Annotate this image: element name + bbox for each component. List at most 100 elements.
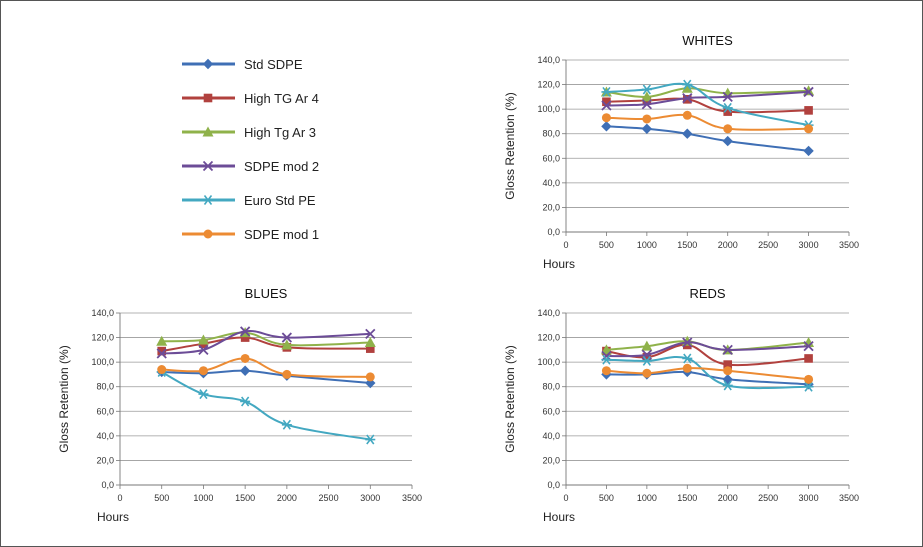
legend-marker: [203, 229, 213, 239]
data-point: [601, 100, 612, 111]
data-point: [600, 344, 612, 355]
legend-item: High Tg Ar 3: [182, 125, 316, 140]
data-point: [804, 354, 813, 363]
data-point: [722, 102, 733, 113]
data-point: [365, 372, 375, 382]
chart-title: REDS: [689, 286, 725, 301]
x-tick-label: 2500: [319, 493, 339, 503]
data-point: [281, 419, 292, 430]
data-point: [601, 366, 611, 376]
series-sdpe-mod-2: [601, 86, 814, 111]
y-tick-label: 120,0: [537, 80, 560, 90]
series-line: [161, 357, 371, 378]
data-point: [239, 365, 251, 376]
data-point: [804, 374, 814, 384]
data-point: [365, 328, 376, 340]
x-tick-label: 1500: [677, 493, 697, 503]
data-point: [602, 97, 611, 107]
series-line: [606, 90, 809, 107]
chart-title: WHITES: [682, 33, 733, 48]
data-point: [641, 123, 653, 134]
x-tick-label: 3500: [402, 493, 422, 503]
data-point: [156, 335, 168, 346]
x-axis-label: Hours: [543, 257, 575, 271]
data-point: [682, 110, 692, 120]
x-tick-label: 3500: [839, 240, 859, 250]
y-tick-label: 140,0: [537, 308, 560, 318]
y-tick-label: 40,0: [542, 431, 560, 441]
data-point: [722, 344, 733, 355]
y-tick-label: 0,0: [547, 480, 560, 490]
x-tick-label: 3000: [360, 493, 380, 503]
x-tick-label: 2000: [718, 240, 738, 250]
legend-item: SDPE mod 2: [182, 159, 319, 174]
data-point: [601, 113, 611, 123]
x-axis-label: Hours: [543, 510, 575, 524]
data-point: [365, 344, 375, 353]
data-point: [723, 107, 733, 116]
x-tick-label: 3500: [839, 493, 859, 503]
y-tick-label: 80,0: [96, 382, 114, 392]
y-tick-label: 60,0: [542, 406, 560, 416]
data-point: [198, 389, 209, 400]
data-point: [281, 339, 293, 350]
data-point: [156, 348, 167, 359]
y-tick-label: 60,0: [96, 406, 114, 416]
data-point: [240, 333, 250, 342]
data-point: [682, 353, 693, 364]
data-point: [364, 336, 376, 347]
data-point: [157, 346, 167, 356]
legend-label: Euro Std PE: [244, 193, 316, 208]
y-tick-label: 0,0: [547, 227, 560, 237]
legend-marker: [203, 93, 213, 103]
data-point: [642, 114, 652, 124]
y-tick-label: 140,0: [537, 55, 560, 65]
legend-marker: [202, 58, 214, 70]
x-axis-label: Hours: [97, 510, 129, 524]
x-tick-label: 500: [599, 240, 614, 250]
data-point: [641, 99, 652, 110]
y-tick-label: 100,0: [537, 357, 560, 367]
legend-item: Euro Std PE: [182, 193, 316, 208]
data-point: [722, 374, 733, 385]
y-tick-label: 100,0: [537, 104, 560, 114]
x-tick-label: 2500: [758, 240, 778, 250]
legend-item: SDPE mod 1: [182, 227, 319, 242]
data-point: [682, 363, 692, 373]
y-tick-label: 40,0: [96, 431, 114, 441]
legend-marker: [202, 126, 214, 137]
data-point: [804, 106, 813, 115]
data-point: [723, 366, 733, 376]
legend-marker: [203, 195, 213, 205]
data-point: [157, 365, 167, 375]
data-point: [803, 145, 814, 157]
chart-title: BLUES: [245, 286, 288, 301]
y-tick-label: 0,0: [101, 480, 114, 490]
x-tick-label: 1000: [193, 493, 213, 503]
series-std-sdpe: [601, 366, 814, 390]
y-tick-label: 100,0: [91, 357, 114, 367]
legend-label: SDPE mod 1: [244, 227, 319, 242]
data-point: [197, 334, 209, 345]
data-point: [803, 381, 814, 392]
data-point: [681, 82, 693, 93]
series-std-sdpe: [601, 121, 814, 157]
data-point: [722, 135, 733, 147]
series-sdpe-mod-1: [157, 353, 375, 382]
x-tick-label: 3000: [799, 240, 819, 250]
data-point: [722, 380, 733, 391]
data-point: [601, 86, 612, 97]
y-tick-label: 40,0: [542, 178, 560, 188]
legend-item: Std SDPE: [182, 57, 303, 72]
y-tick-label: 60,0: [542, 153, 560, 163]
data-point: [240, 326, 251, 337]
legend-label: Std SDPE: [244, 57, 303, 72]
data-point: [240, 396, 251, 407]
data-point: [682, 128, 693, 139]
series-euro-std-pe: [601, 353, 814, 392]
y-tick-label: 80,0: [542, 129, 560, 139]
data-point: [282, 369, 292, 379]
y-axis-label: Gloss Retention (%): [503, 92, 517, 199]
data-point: [641, 355, 652, 366]
